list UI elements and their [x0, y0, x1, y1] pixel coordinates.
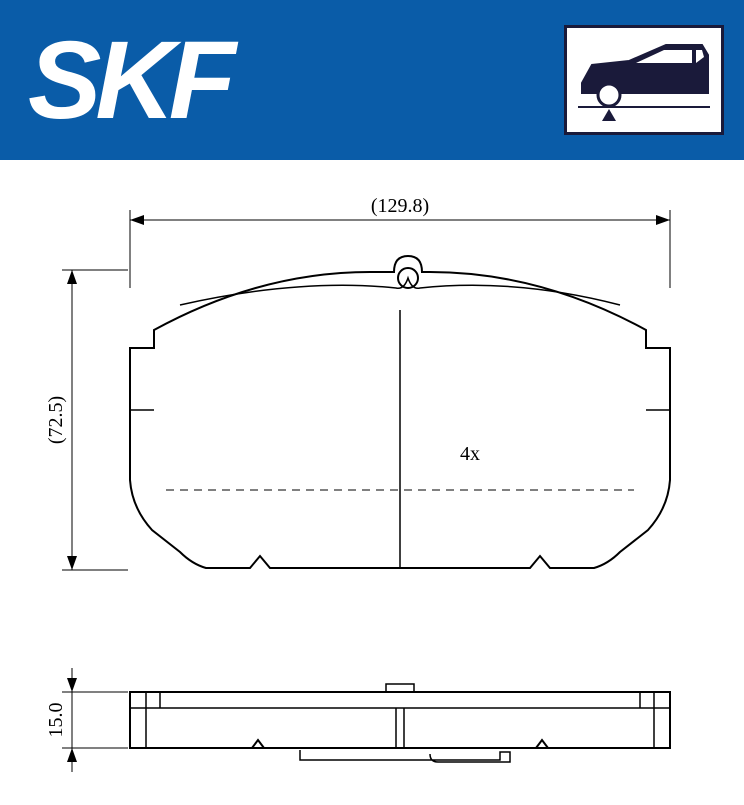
front-axle-icon: [564, 25, 724, 135]
dim-thickness-label: 15.0: [45, 703, 67, 738]
quantity-label: 4x: [460, 443, 480, 465]
header-bar: SKF: [0, 0, 744, 160]
dim-width-label: (129.8): [371, 195, 429, 217]
brand-logo: SKF: [28, 17, 230, 144]
technical-drawing: (129.8) (72.5) 4x: [0, 160, 744, 800]
brake-pad-side-view: [130, 684, 670, 762]
dim-height-label: (72.5): [45, 396, 67, 444]
brake-pad-top-view: 4x: [130, 256, 670, 568]
